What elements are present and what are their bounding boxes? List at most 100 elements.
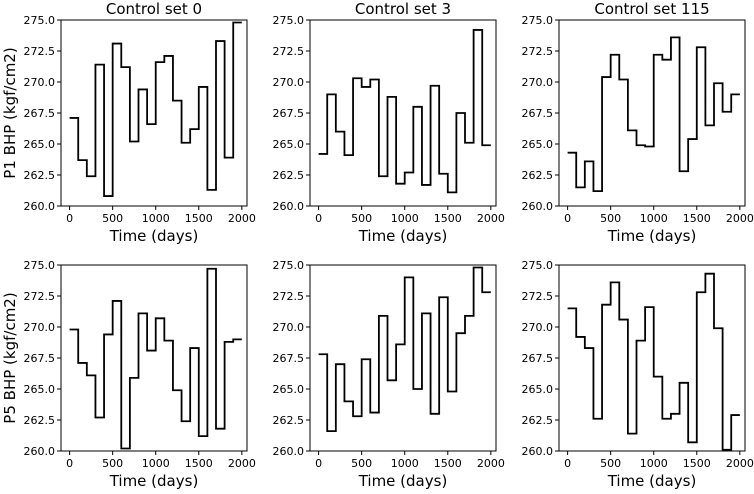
y-tick-label: 267.5 [273,352,305,365]
x-tick-label: 2000 [726,457,754,470]
x-axis-label: Time (days) [358,227,448,245]
series-line [567,36,740,193]
x-tick-label: 1000 [391,212,419,225]
x-tick-label: 0 [315,212,322,225]
y-axis-label: P1 BHP (kgf/cm2) [1,47,19,178]
panel-4: 260.0 262.5 265.0 267.5 270.0 272.5 275.0 0 500 1… [273,259,505,490]
y-tick-label: 265.0 [522,383,554,396]
series-line [69,267,242,450]
y-tick-label: 260.0 [273,445,305,458]
y-tick-label: 262.5 [522,414,554,427]
x-tick-label: 1000 [640,457,668,470]
y-tick-label: 275.0 [24,259,56,272]
panel-2: 260.0 262.5 265.0 267.5 270.0 272.5 275.0 0 500 1… [522,0,754,245]
x-tick-label: 2000 [228,212,256,225]
y-tick-label: 275.0 [522,259,554,272]
y-axis-label: P5 BHP (kgf/cm2) [1,292,19,423]
y-tick-label: 270.0 [24,76,56,89]
x-tick-label: 2000 [477,212,505,225]
y-tick-label: 260.0 [24,200,56,213]
x-tick-label: 1000 [640,212,668,225]
x-tick-label: 1000 [391,457,419,470]
x-tick-label: 1500 [185,457,213,470]
y-tick-label: 267.5 [273,107,305,120]
x-tick-label: 500 [102,457,123,470]
x-tick-label: 0 [66,457,73,470]
y-tick-label: 265.0 [273,383,305,396]
y-tick-label: 267.5 [24,107,56,120]
axes-frame [309,264,497,452]
y-tick-label: 260.0 [273,200,305,213]
panel-5: 260.0 262.5 265.0 267.5 270.0 272.5 275.0 0 500 1… [522,259,754,490]
y-tick-label: 262.5 [522,169,554,182]
x-axis-label: Time (days) [607,227,697,245]
y-tick-label: 265.0 [24,383,56,396]
y-tick-label: 267.5 [522,107,554,120]
x-tick-label: 500 [600,212,621,225]
y-tick-label: 272.5 [24,45,56,58]
panel-0: 260.0 262.5 265.0 267.5 270.0 272.5 275.0 0 500 1… [1,0,256,245]
y-tick-label: 260.0 [522,445,554,458]
y-tick-label: 270.0 [273,76,305,89]
y-tick-label: 267.5 [522,352,554,365]
x-tick-label: 500 [600,457,621,470]
panel-title: Control set 0 [106,0,202,18]
x-tick-label: 1500 [185,212,213,225]
x-tick-label: 500 [351,212,372,225]
y-tick-label: 260.0 [24,445,56,458]
axes-frame [309,19,497,207]
axes-frame [60,19,248,207]
x-tick-label: 0 [66,212,73,225]
panel-title: Control set 3 [355,0,451,18]
x-tick-label: 1000 [142,457,170,470]
y-tick-label: 272.5 [522,45,554,58]
y-tick-label: 272.5 [273,290,305,303]
series-line [318,266,491,433]
x-tick-label: 0 [564,457,571,470]
x-tick-label: 1500 [434,457,462,470]
y-tick-label: 265.0 [273,138,305,151]
panel-3: 260.0 262.5 265.0 267.5 270.0 272.5 275.0 0 500 1… [1,259,256,490]
y-tick-label: 272.5 [24,290,56,303]
y-tick-label: 272.5 [273,45,305,58]
series-line [567,272,740,451]
x-tick-label: 500 [102,212,123,225]
series-line [69,21,242,197]
x-tick-label: 0 [564,212,571,225]
y-tick-label: 267.5 [24,352,56,365]
x-tick-label: 2000 [726,212,754,225]
y-tick-label: 270.0 [522,321,554,334]
x-tick-label: 500 [351,457,372,470]
y-tick-label: 262.5 [24,169,56,182]
axes-frame [558,264,746,452]
x-axis-label: Time (days) [358,472,448,490]
panel-1: 260.0 262.5 265.0 267.5 270.0 272.5 275.0 0 500 1… [273,0,505,245]
axes-frame [558,19,746,207]
y-tick-label: 275.0 [273,14,305,27]
panel-title: Control set 115 [594,0,709,18]
series-line [318,29,491,194]
x-tick-label: 1000 [142,212,170,225]
x-tick-label: 1500 [434,212,462,225]
x-tick-label: 2000 [228,457,256,470]
y-tick-label: 275.0 [24,14,56,27]
x-axis-label: Time (days) [607,472,697,490]
y-tick-label: 262.5 [273,169,305,182]
y-tick-label: 270.0 [273,321,305,334]
y-tick-label: 275.0 [273,259,305,272]
axes-frame [60,264,248,452]
x-tick-label: 2000 [477,457,505,470]
y-tick-label: 265.0 [522,138,554,151]
y-tick-label: 265.0 [24,138,56,151]
x-axis-label: Time (days) [109,472,199,490]
y-tick-label: 262.5 [24,414,56,427]
y-tick-label: 272.5 [522,290,554,303]
y-tick-label: 270.0 [522,76,554,89]
y-tick-label: 270.0 [24,321,56,334]
y-tick-label: 262.5 [273,414,305,427]
x-tick-label: 0 [315,457,322,470]
x-tick-label: 1500 [683,212,711,225]
y-tick-label: 275.0 [522,14,554,27]
x-tick-label: 1500 [683,457,711,470]
